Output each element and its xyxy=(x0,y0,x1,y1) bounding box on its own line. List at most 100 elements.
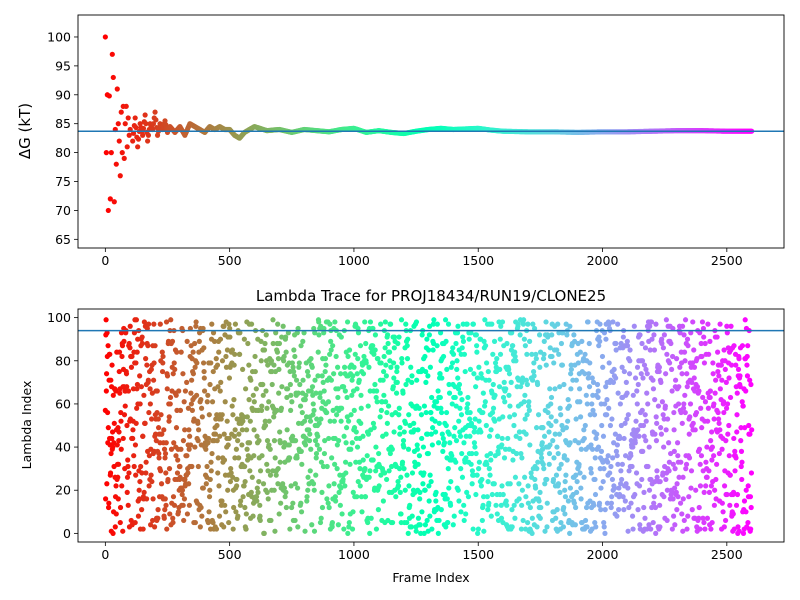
lambda-point xyxy=(196,427,202,433)
lambda-point xyxy=(530,368,537,375)
lambda-point xyxy=(467,433,473,439)
lambda-point xyxy=(453,438,460,444)
lambda-point xyxy=(173,453,179,459)
lambda-point xyxy=(236,455,242,461)
lambda-point xyxy=(474,343,480,349)
lambda-point xyxy=(271,414,277,420)
y-tick-label: 70 xyxy=(55,203,71,218)
lambda-point xyxy=(593,435,599,442)
lambda-point xyxy=(508,379,514,385)
lambda-point xyxy=(134,349,140,355)
lambda-point xyxy=(338,485,344,491)
lambda-point xyxy=(308,388,314,394)
lambda-point xyxy=(690,319,696,325)
lambda-point xyxy=(685,343,691,349)
lambda-point xyxy=(328,338,334,344)
lambda-point xyxy=(441,440,448,446)
lambda-point xyxy=(650,519,656,526)
lambda-point xyxy=(455,375,461,381)
lambda-point xyxy=(542,528,548,534)
lambda-point xyxy=(593,524,599,530)
lambda-point xyxy=(592,455,598,461)
lambda-point xyxy=(492,360,499,366)
lambda-point xyxy=(393,390,400,396)
lambda-point xyxy=(382,345,388,351)
lambda-point xyxy=(577,414,584,420)
lambda-point xyxy=(324,496,330,502)
lambda-point xyxy=(661,332,667,338)
lambda-point xyxy=(350,489,356,495)
lambda-point xyxy=(472,444,478,450)
lambda-point xyxy=(573,504,579,511)
delta-g-point xyxy=(143,121,149,127)
lambda-point xyxy=(485,478,491,485)
lambda-point xyxy=(292,517,298,524)
lambda-point xyxy=(515,321,521,327)
lambda-point xyxy=(435,440,442,446)
lambda-point xyxy=(526,407,532,413)
lambda-point xyxy=(227,325,233,332)
lambda-point xyxy=(598,507,604,513)
lambda-point xyxy=(232,351,238,357)
delta-g-point xyxy=(103,150,109,156)
lambda-point xyxy=(333,353,339,360)
lambda-point xyxy=(594,431,600,437)
lambda-point xyxy=(474,349,480,355)
lambda-point xyxy=(624,390,630,396)
lambda-point xyxy=(637,522,643,528)
lambda-point xyxy=(457,405,463,411)
lambda-point xyxy=(597,321,603,327)
lambda-point xyxy=(332,461,338,467)
lambda-point xyxy=(106,500,112,506)
lambda-point xyxy=(182,427,188,433)
lambda-point xyxy=(670,461,676,467)
lambda-point xyxy=(357,466,363,472)
lambda-point xyxy=(283,504,289,511)
lambda-point xyxy=(292,438,299,444)
lambda-point xyxy=(573,377,579,383)
lambda-point xyxy=(686,494,692,500)
lambda-point xyxy=(596,343,602,349)
lambda-point xyxy=(670,496,676,502)
lambda-point xyxy=(702,399,709,405)
lambda-point xyxy=(667,360,673,366)
lambda-point xyxy=(336,489,342,495)
lambda-point xyxy=(562,487,568,493)
lambda-point xyxy=(385,332,391,338)
lambda-point xyxy=(339,511,345,517)
lambda-point xyxy=(307,431,313,437)
lambda-point xyxy=(150,496,156,502)
lambda-point xyxy=(155,507,161,513)
lambda-point xyxy=(433,498,439,504)
lambda-point xyxy=(143,356,149,362)
lambda-point xyxy=(115,474,121,480)
lambda-point xyxy=(175,457,181,463)
lambda-point xyxy=(133,360,139,366)
lambda-point xyxy=(632,491,638,498)
lambda-point xyxy=(433,429,439,435)
lambda-point xyxy=(302,528,308,534)
lambda-point xyxy=(211,338,218,344)
lambda-point xyxy=(102,496,109,502)
lambda-point xyxy=(615,390,621,396)
lambda-point xyxy=(298,343,304,349)
lambda-point xyxy=(107,470,114,476)
lambda-point xyxy=(699,319,706,325)
lambda-point xyxy=(221,431,227,437)
delta-g-point xyxy=(107,196,113,202)
lambda-point xyxy=(540,461,546,467)
lambda-point xyxy=(664,351,670,357)
lambda-point xyxy=(605,459,611,465)
lambda-point xyxy=(283,489,289,495)
lambda-point xyxy=(215,455,221,461)
lambda-point xyxy=(170,371,176,377)
lambda-point xyxy=(635,507,641,513)
lambda-point xyxy=(413,528,419,534)
lambda-point xyxy=(350,373,356,379)
lambda-point xyxy=(398,511,404,517)
lambda-point xyxy=(408,364,414,370)
lambda-point xyxy=(344,319,351,325)
lambda-points xyxy=(102,317,755,536)
lambda-point xyxy=(126,340,132,347)
lambda-point xyxy=(395,478,401,485)
